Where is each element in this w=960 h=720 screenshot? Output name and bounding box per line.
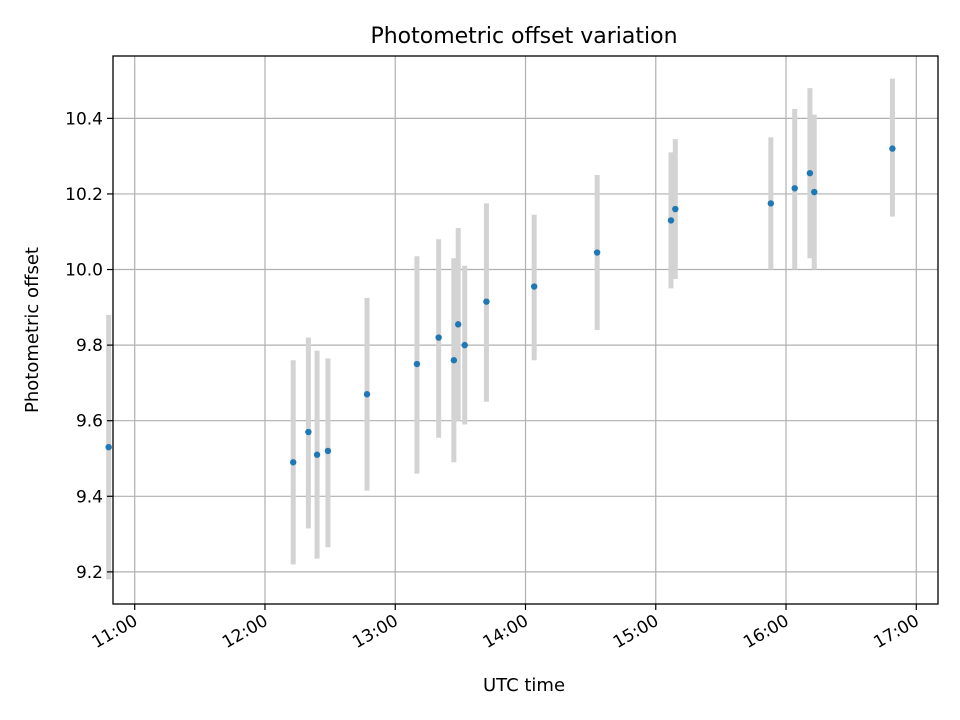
y-axis-label: Photometric offset [22,247,43,413]
y-axis: 9.2 9.4 9.6 9.8 10.0 10.2 10.4 [65,109,113,583]
data-point [461,341,468,349]
data-point [672,205,679,213]
x-tick-label: 15:00 [610,611,662,653]
data-point [889,145,896,152]
data-point [305,428,312,436]
x-tick-label: 16:00 [740,611,792,653]
data-point [313,451,321,458]
data-point [811,188,818,196]
x-axis: 11:00 12:00 13:00 14:00 15:00 16:00 17:00 [89,604,923,653]
y-tick-label: 9.6 [76,412,103,432]
chart-title: Photometric offset variation [370,24,677,49]
y-tick-label: 9.8 [76,336,103,356]
data-points [105,145,896,466]
data-point [667,217,675,224]
x-tick-label: 17:00 [870,611,922,653]
y-tick-label: 10.2 [65,185,103,205]
data-point [105,443,112,451]
error-bars [106,78,895,580]
y-tick-label: 9.2 [76,563,103,583]
y-tick-label: 9.4 [76,487,103,507]
x-tick-label: 12:00 [219,611,271,653]
x-tick-label: 11:00 [89,611,141,653]
grid [113,56,938,604]
data-point [483,298,490,305]
data-point [454,321,462,328]
data-point [593,249,601,256]
data-point [450,357,458,364]
data-point [806,169,814,177]
data-point [791,185,798,192]
y-tick-label: 10.4 [65,109,103,129]
x-axis-label: UTC time [483,675,565,696]
data-point [413,360,421,368]
data-point [530,283,538,290]
data-point [363,391,371,398]
data-point [289,459,297,466]
y-tick-label: 10.0 [65,261,103,281]
data-point [324,447,332,455]
x-tick-label: 13:00 [349,611,401,653]
x-tick-label: 14:00 [480,611,532,653]
data-point [767,200,775,207]
data-point [435,334,442,341]
